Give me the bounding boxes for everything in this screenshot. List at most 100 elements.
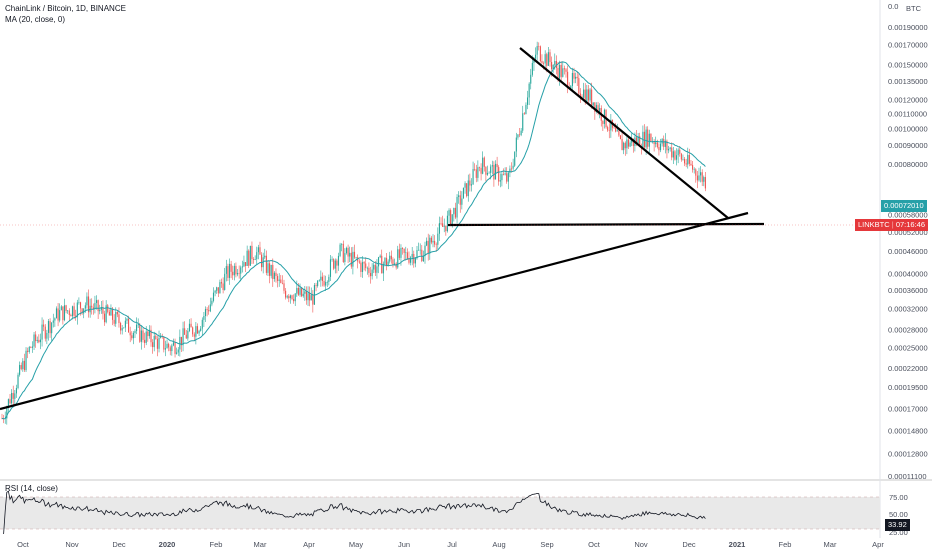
x-tick-label: 2020: [159, 540, 176, 549]
candle-body: [671, 147, 673, 158]
candle-body: [347, 247, 349, 257]
candle-body: [615, 128, 617, 132]
candle-body: [426, 240, 428, 246]
candle-body: [320, 276, 322, 281]
candle-body: [477, 167, 479, 178]
candle-body: [541, 61, 543, 64]
candle-body: [129, 332, 131, 336]
candle-body: [536, 46, 538, 55]
candle-body: [653, 141, 655, 145]
y-tick-label: 0.00017000: [888, 405, 928, 414]
candle-body: [152, 342, 154, 348]
candle-body: [20, 365, 22, 370]
candle-body: [581, 96, 583, 98]
candle-body: [163, 336, 165, 350]
descending-trendline: [519, 47, 729, 219]
candle-body: [416, 250, 418, 259]
candle-body: [227, 266, 229, 278]
candle-body: [371, 269, 373, 277]
candle-body: [285, 290, 287, 298]
candle-body: [75, 315, 77, 318]
candle-body: [490, 166, 492, 173]
candle-body: [302, 293, 304, 297]
candle-body: [418, 249, 420, 251]
candle-body: [377, 257, 380, 267]
candle-body: [23, 360, 25, 371]
candle-body: [219, 282, 221, 294]
candle-body: [584, 89, 586, 103]
candle-body: [224, 273, 226, 290]
candle-body: [323, 280, 325, 286]
candle-body: [400, 247, 402, 258]
candlestick-series: [1, 41, 706, 425]
candle-body: [470, 184, 473, 186]
y-tick-label: 0.00100000: [888, 124, 928, 133]
candle-body: [551, 62, 553, 70]
candle-body: [610, 119, 612, 131]
candle-body: [94, 302, 96, 310]
y-tick-label: 0.00170000: [888, 41, 928, 50]
candle-body: [38, 339, 40, 343]
candle-body: [432, 240, 434, 243]
candle-body: [139, 324, 141, 342]
price-axis: 0.00190000 0.00170000 0.00150000 0.00135000…: [888, 23, 928, 481]
candle-body: [134, 331, 136, 333]
candle-body: [296, 287, 298, 294]
candle-body: [700, 172, 702, 176]
candle-body: [693, 169, 695, 170]
candle-body: [46, 332, 48, 339]
candle-body: [309, 293, 311, 301]
candle-body: [62, 306, 64, 321]
candle-body: [509, 168, 511, 173]
candle-body: [128, 318, 130, 333]
candle-body: [51, 322, 53, 334]
candle-body: [656, 142, 658, 148]
candle-body: [301, 287, 303, 297]
candle-body: [445, 225, 447, 232]
candle-body: [304, 291, 306, 294]
candle-body: [546, 54, 548, 66]
candle-body: [393, 263, 396, 265]
candle-body: [76, 302, 78, 318]
candle-body: [344, 253, 346, 263]
candle-body: [467, 180, 469, 197]
candle-body: [659, 143, 662, 151]
candle-body: [570, 85, 572, 89]
candle-body: [334, 260, 336, 269]
candle-body: [111, 308, 114, 320]
candle-body: [342, 243, 344, 263]
candle-body: [664, 140, 666, 147]
candle-body: [674, 151, 676, 160]
candle-body: [666, 140, 668, 151]
candle-body: [12, 392, 14, 399]
candle-body: [475, 169, 477, 178]
symbol-label: LINKBTC: [858, 220, 890, 229]
candle-body: [121, 328, 123, 331]
candle-body: [655, 142, 657, 145]
candle-body: [310, 295, 312, 301]
candle-body: [589, 89, 591, 101]
candle-body: [587, 89, 589, 101]
candle-body: [47, 321, 50, 333]
candle-body: [176, 352, 178, 354]
candle-body: [474, 169, 476, 170]
x-tick-label: Apr: [872, 540, 884, 549]
candle-body: [190, 323, 192, 328]
candle-body: [30, 347, 32, 348]
candle-body: [103, 313, 106, 323]
candle-body: [352, 251, 354, 267]
candle-body: [472, 169, 474, 185]
candle-body: [184, 328, 186, 335]
y-tick-label: 0.00046000: [888, 247, 928, 256]
candle-body: [297, 287, 299, 295]
candle-body: [248, 250, 250, 266]
candle-body: [446, 215, 448, 232]
candle-body: [172, 342, 175, 346]
ma-legend: MA (20, close, 0): [5, 15, 66, 24]
chart-title: ChainLink / Bitcoin, 1D, BINANCE: [5, 4, 126, 13]
candle-body: [514, 151, 516, 166]
y-tick-label: 0.00012800: [888, 449, 928, 458]
candle-body: [573, 72, 575, 79]
candle-body: [555, 60, 557, 68]
